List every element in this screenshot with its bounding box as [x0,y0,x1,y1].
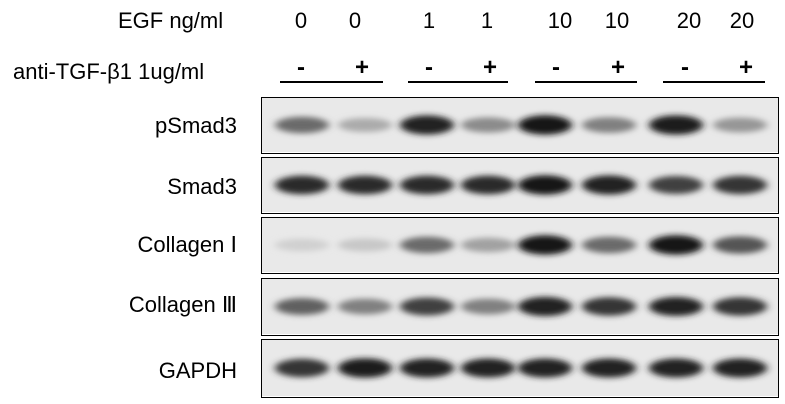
blot-image [262,279,778,334]
blot-label-psmad3: pSmad3 [155,113,237,138]
blot-band [275,298,329,315]
blot-band [582,297,636,316]
blot-panel-gapdh [261,339,779,398]
blot-band [400,115,454,135]
blot-band [461,237,515,253]
treatment-sign: - [552,54,560,81]
blot-band [649,358,703,378]
blot-band [338,175,392,195]
dose-label: 1 [422,8,436,33]
blot-band [582,117,636,133]
group-underline [280,81,383,83]
blot-band [582,236,636,254]
blot-band [649,115,703,135]
treatment-sign: - [681,54,689,81]
blot-band [518,175,572,195]
blot-band [400,236,454,254]
blot-label-gapdh: GAPDH [158,358,237,383]
blot-band [582,358,636,378]
blot-band [461,298,515,315]
dose-label: 1 [480,8,494,33]
blot-band [649,235,703,255]
blot-band [582,175,636,195]
blot-band [713,236,767,254]
blot-band [713,297,767,316]
blot-panel-collagen-1 [261,217,779,274]
blot-label-collagen-3: Collagen Ⅲ [128,292,237,317]
treatment-sign: - [297,54,305,81]
blot-band [400,175,454,195]
blot-panel-psmad3 [261,97,779,154]
treatment-sign: + [610,54,625,81]
anti-tgf-label: anti-TGF-β1 1ug/ml [13,59,205,84]
blot-band [275,358,329,378]
blot-band [338,238,392,252]
blot-panel-smad3 [261,157,779,214]
dose-label: 20 [729,8,755,33]
blot-band [518,235,572,255]
blot-label-smad3: Smad3 [167,174,237,199]
treatment-sign: + [482,54,497,81]
blot-band [713,358,767,378]
blot-image [262,98,778,152]
blot-band [400,297,454,316]
treatment-sign: + [738,54,753,81]
group-underline [535,81,637,83]
group-underline [663,81,765,83]
dose-label: 10 [604,8,630,33]
blot-band [338,358,392,378]
blot-band [275,175,329,195]
blot-band [649,176,703,194]
blot-band [713,175,767,195]
blot-image [262,158,778,212]
group-underline [408,81,508,83]
egf-label: EGF ng/ml [118,8,224,33]
blot-panel-collagen-3 [261,278,779,336]
blot-band [518,115,572,135]
blot-image [262,340,778,396]
blot-band [518,358,572,378]
blot-band [275,238,329,252]
dose-label: 20 [676,8,702,33]
dose-label: 0 [348,8,362,33]
blot-band [400,358,454,378]
blot-band [338,118,392,132]
blot-band [275,116,329,134]
dose-label: 0 [294,8,308,33]
blot-band [461,175,515,195]
blot-band [649,296,703,317]
blot-band [461,117,515,133]
blot-band [518,296,572,317]
dose-label: 10 [547,8,573,33]
blot-image [262,218,778,272]
blot-band [713,117,767,133]
treatment-sign: + [354,54,369,81]
treatment-sign: - [425,54,433,81]
blot-band [461,358,515,378]
blot-label-collagen-1: Collagen Ⅰ [137,232,237,257]
blot-band [338,298,392,315]
